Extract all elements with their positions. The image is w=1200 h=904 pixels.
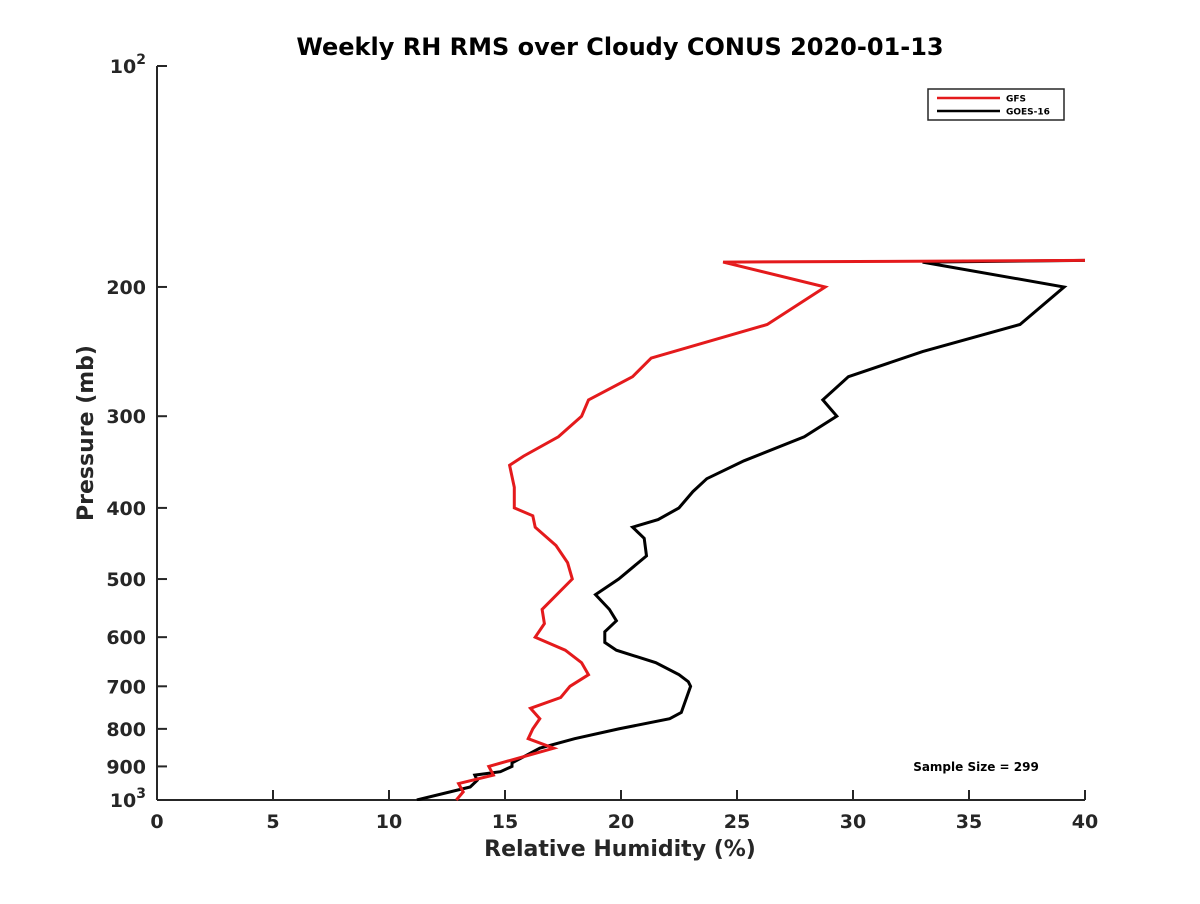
y-tick-label: 600: [106, 627, 146, 649]
plot-area: 0 5 10 15 20 25 30 35 40 102 200 300 400 500 600 700 800…: [106, 52, 1098, 833]
y-tick-label: 200: [106, 277, 146, 299]
sample-size-annotation: Sample Size = 299: [913, 760, 1039, 774]
x-tick-label: 25: [724, 811, 750, 833]
x-tick-label: 35: [956, 811, 982, 833]
series-line-gfs: [455, 258, 1086, 801]
y-tick-label: 500: [106, 569, 146, 591]
chart-title: Weekly RH RMS over Cloudy CONUS 2020-01-…: [296, 33, 943, 61]
y-tick-label: 300: [106, 406, 146, 428]
x-tick-label: 0: [150, 811, 163, 833]
legend: GFS GOES-16: [927, 88, 1065, 121]
legend-label-gfs: GFS: [1006, 95, 1026, 105]
x-tick-label: 40: [1072, 811, 1098, 833]
x-tick-label: 10: [376, 811, 402, 833]
y-tick-label: 800: [106, 719, 146, 741]
y-tick-label: 700: [106, 676, 146, 698]
y-tick-label: 102: [110, 52, 146, 78]
y-axis-label: Pressure (mb): [74, 345, 99, 521]
y-tick-label: 400: [106, 498, 146, 520]
legend-box: [927, 88, 1065, 121]
x-tick-label: 20: [608, 811, 634, 833]
x-tick-label: 15: [492, 811, 518, 833]
x-axis-label: Relative Humidity (%): [484, 837, 756, 862]
y-tick-label: 900: [106, 756, 146, 778]
x-tick-label: 5: [266, 811, 279, 833]
x-tick-label: 30: [840, 811, 866, 833]
legend-label-goes-16: GOES-16: [1006, 108, 1050, 118]
y-tick-label: 103: [110, 786, 146, 812]
